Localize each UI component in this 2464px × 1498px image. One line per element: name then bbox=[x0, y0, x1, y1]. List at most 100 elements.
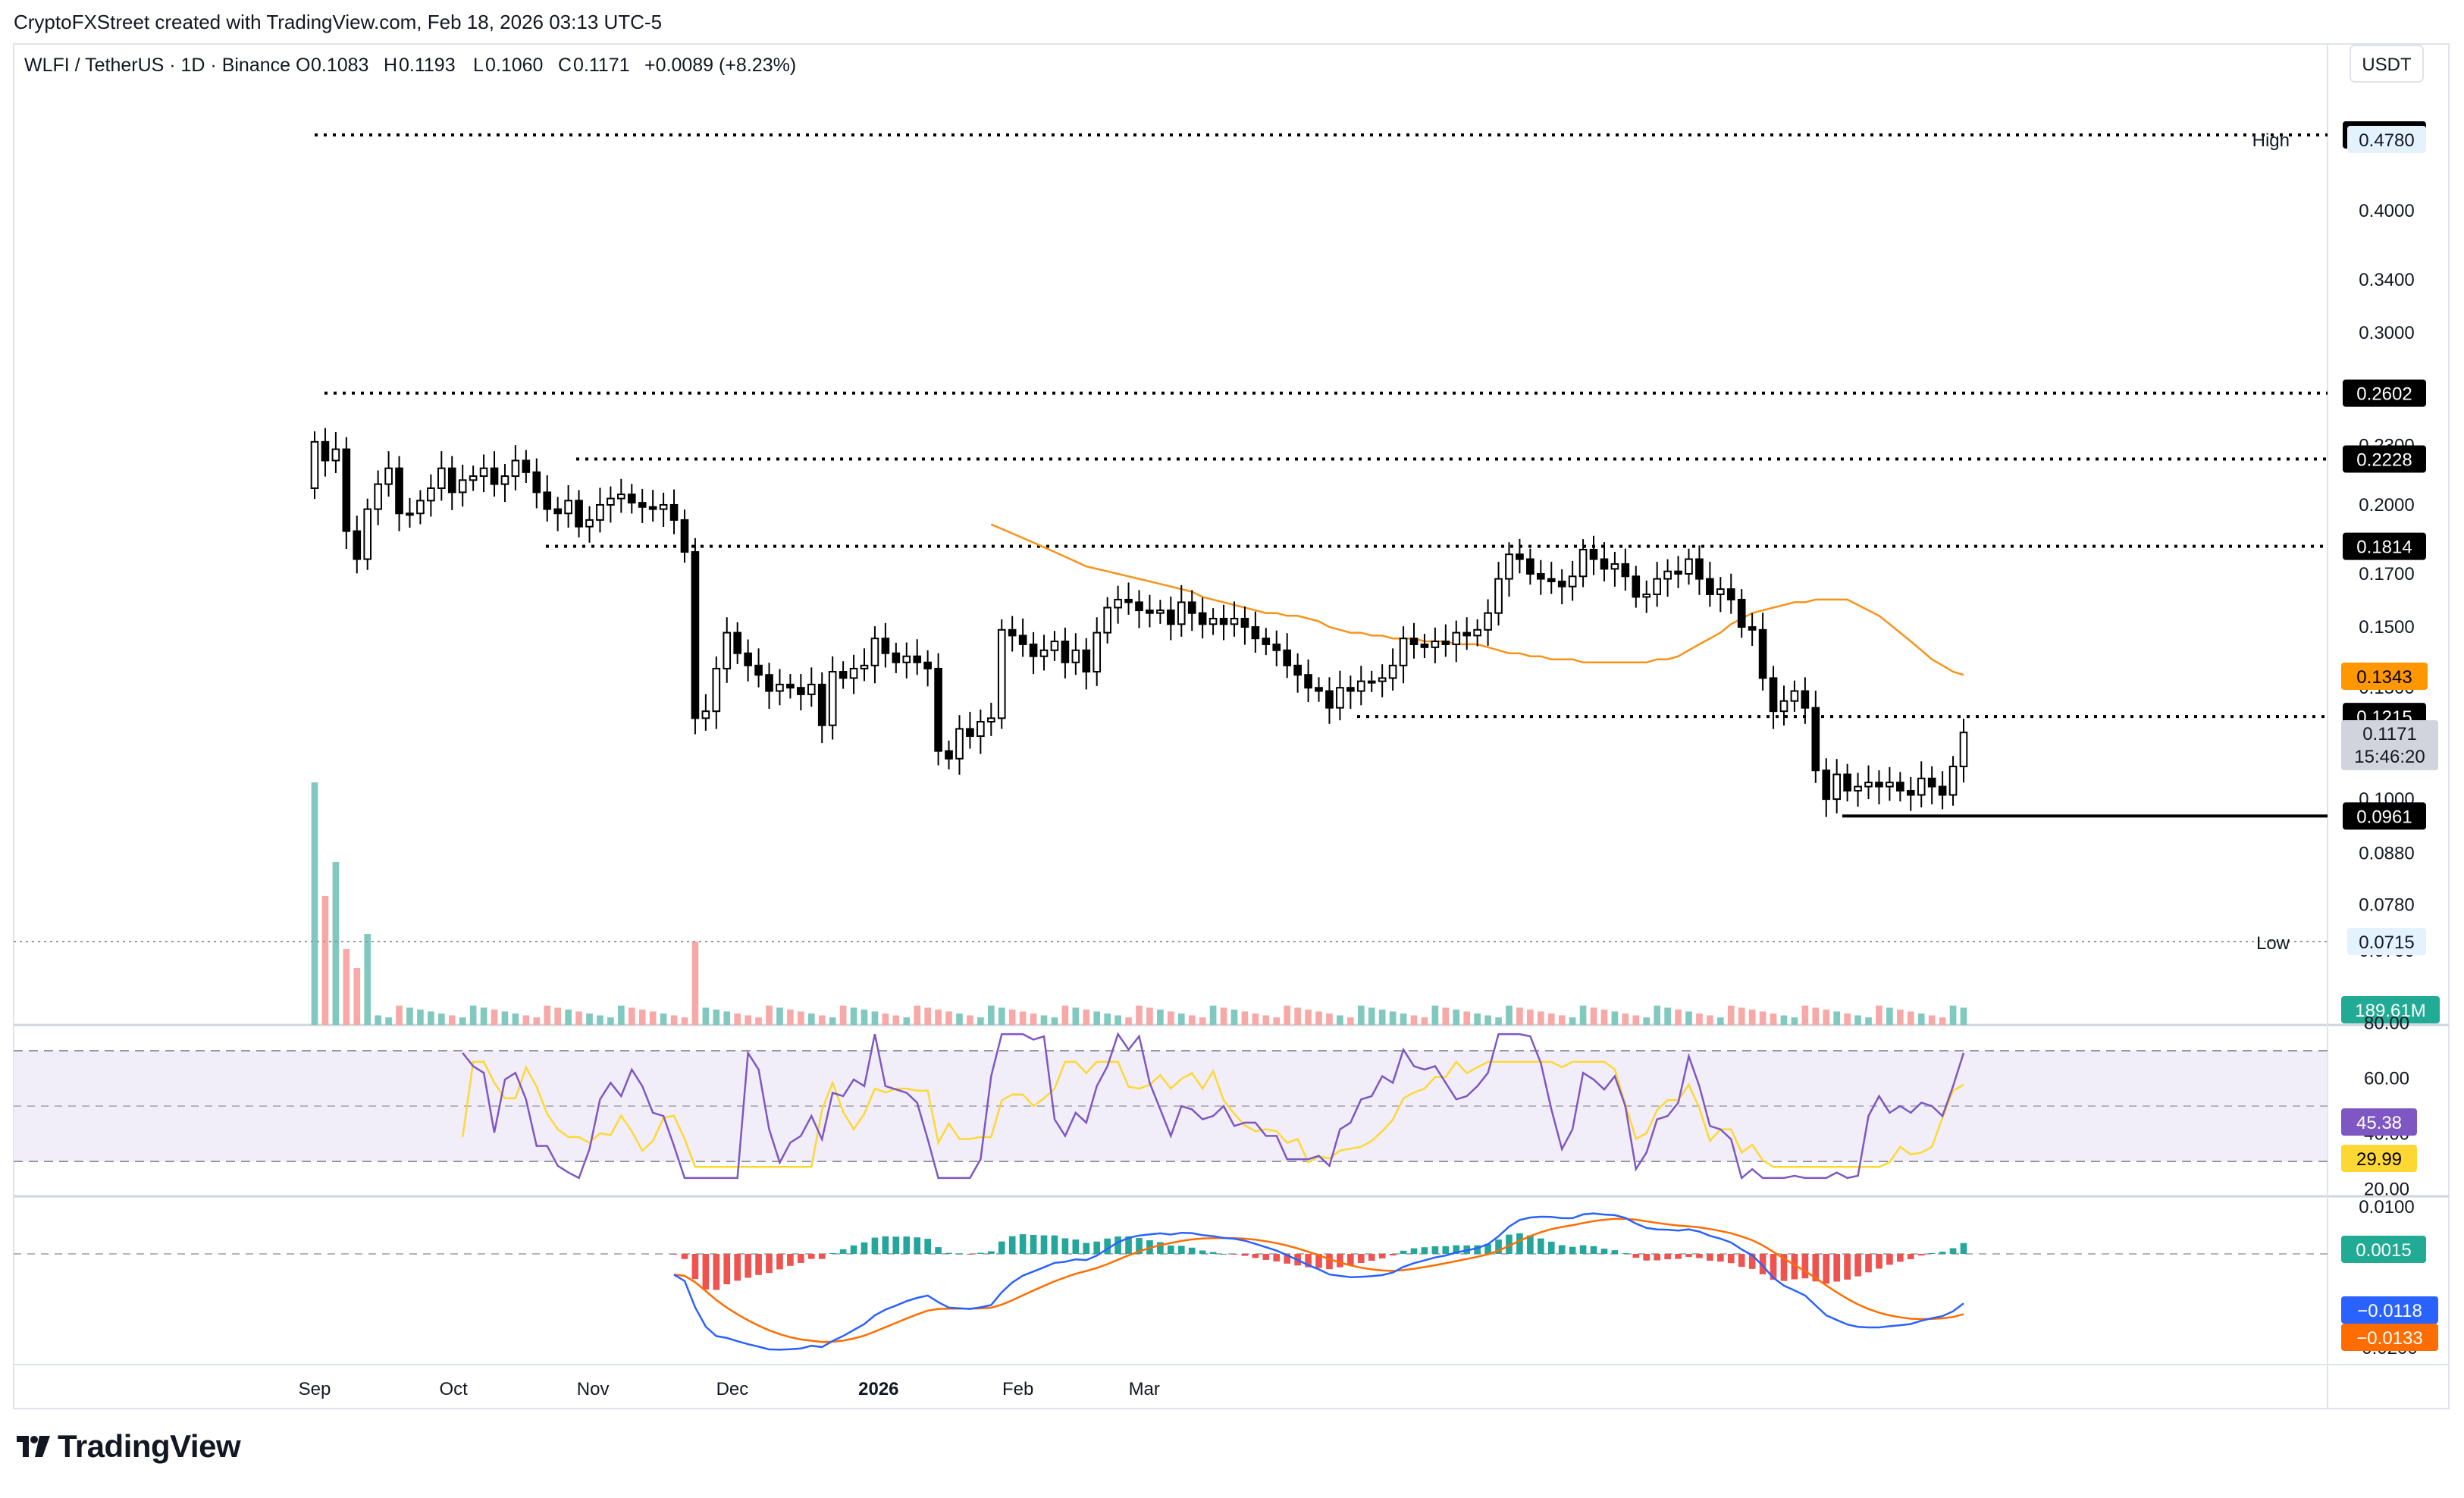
candle-body bbox=[1431, 641, 1440, 648]
tradingview-logo-icon bbox=[17, 1436, 50, 1457]
candle-body bbox=[1008, 628, 1017, 637]
volume-value-badge: 189.61M bbox=[2341, 996, 2440, 1023]
volume-bar bbox=[1685, 1011, 1692, 1025]
macd-hist-bar bbox=[1368, 1254, 1375, 1261]
candle-body bbox=[659, 503, 668, 510]
low-value: 0.0715 bbox=[2359, 932, 2414, 953]
volume-bar bbox=[375, 1015, 381, 1025]
volume-bar bbox=[1072, 1008, 1080, 1025]
volume-bar bbox=[406, 1008, 413, 1025]
time-tick-label: Feb bbox=[1002, 1379, 1033, 1399]
macd-hist-bar bbox=[1917, 1254, 1925, 1256]
macd-hist-bar bbox=[1516, 1233, 1523, 1254]
candle-body bbox=[1325, 690, 1334, 709]
price-tick-label: 0.0880 bbox=[2359, 844, 2414, 864]
volume-bar bbox=[480, 1008, 487, 1025]
volume-bar bbox=[1865, 1017, 1872, 1025]
candle-body bbox=[1293, 664, 1302, 676]
macd-hist-bar bbox=[1008, 1236, 1016, 1254]
candle-body bbox=[754, 664, 763, 676]
macd-hist-bar bbox=[945, 1252, 952, 1254]
volume-bar bbox=[1823, 1009, 1830, 1025]
macd-hist-bar bbox=[1579, 1245, 1587, 1254]
candle-body bbox=[849, 667, 858, 679]
candle-body bbox=[1854, 785, 1862, 792]
candle-body bbox=[342, 448, 351, 532]
macd-hist-bar bbox=[1347, 1254, 1354, 1266]
volume-bar bbox=[914, 1005, 921, 1025]
volume-bar bbox=[713, 1009, 720, 1025]
macd-hist-bar bbox=[755, 1254, 762, 1275]
volume-bar bbox=[892, 1015, 900, 1025]
volume-bar bbox=[1061, 1005, 1069, 1025]
macd-hist-bar bbox=[787, 1254, 794, 1266]
ohlc-close-label: C bbox=[558, 55, 572, 76]
candle-body bbox=[797, 687, 805, 695]
volume-bar bbox=[311, 782, 318, 1025]
currency-button[interactable]: USDT bbox=[2350, 45, 2424, 83]
candle-body bbox=[564, 500, 572, 515]
time-tick-label: 2026 bbox=[858, 1379, 898, 1399]
volume-bar bbox=[1315, 1011, 1322, 1025]
candle-body bbox=[1938, 785, 1947, 796]
volume-bar bbox=[1569, 1017, 1576, 1025]
low-label: Low bbox=[2256, 933, 2290, 954]
volume-bar bbox=[649, 1011, 657, 1025]
volume-bar bbox=[935, 1009, 942, 1025]
candle-body bbox=[575, 500, 583, 528]
time-tick-label: Dec bbox=[716, 1379, 749, 1399]
volume-bar bbox=[1252, 1013, 1259, 1025]
candle-body bbox=[1071, 649, 1080, 663]
macd-hist-bar bbox=[1717, 1254, 1724, 1262]
macd-hist-bar bbox=[861, 1242, 868, 1254]
macd-hist-bar bbox=[1791, 1254, 1798, 1280]
macd-hist-bar bbox=[1114, 1236, 1121, 1254]
high-value-tag: 0.4780 bbox=[2347, 126, 2426, 153]
volume-bar bbox=[1632, 1015, 1640, 1025]
candle-body bbox=[723, 631, 732, 669]
candle-body bbox=[1230, 617, 1239, 625]
volume-bar bbox=[1960, 1008, 1967, 1025]
time-axis[interactable]: Sep Oct Nov Dec 2026 Feb Mar bbox=[299, 1379, 1160, 1399]
candle-body bbox=[1642, 593, 1651, 598]
volume-bar bbox=[1220, 1008, 1227, 1025]
macd-hist-bar bbox=[1241, 1254, 1249, 1256]
candle-body bbox=[1769, 677, 1778, 713]
volume-bar bbox=[1262, 1015, 1270, 1025]
volume-bar bbox=[1917, 1013, 1925, 1025]
candle-body bbox=[765, 674, 773, 692]
macd-hist-bar bbox=[1421, 1247, 1428, 1254]
candle-body bbox=[1832, 773, 1842, 801]
candle-body bbox=[374, 483, 382, 510]
volume-bar bbox=[1463, 1011, 1471, 1025]
macd-hist-bar bbox=[1897, 1254, 1904, 1262]
candle-body bbox=[1653, 578, 1661, 595]
candle-body bbox=[427, 487, 435, 502]
candle-body bbox=[1050, 641, 1059, 651]
macd-hist-bar bbox=[1643, 1254, 1651, 1261]
candle-body bbox=[1039, 649, 1049, 657]
macd-histogram bbox=[670, 1233, 1967, 1290]
candle-body bbox=[1167, 610, 1175, 625]
candle-body bbox=[1886, 782, 1894, 788]
volume-bar bbox=[459, 1017, 466, 1025]
candle-body bbox=[1875, 782, 1883, 788]
volume-bar bbox=[1177, 1013, 1185, 1025]
candle-body bbox=[1198, 612, 1207, 625]
ohlc-high: 0.1193 bbox=[399, 55, 456, 76]
macd-hist-bar bbox=[914, 1237, 921, 1254]
price-tick-label: 0.3000 bbox=[2359, 323, 2414, 343]
volume-bar bbox=[1643, 1017, 1651, 1025]
macd-hist-bar bbox=[1474, 1245, 1481, 1254]
volume-bar bbox=[1516, 1008, 1523, 1025]
candle-body bbox=[1029, 643, 1038, 657]
volume-bar bbox=[512, 1013, 519, 1025]
price-axis[interactable]: 0.40000.34000.30000.23000.20000.17000.15… bbox=[2359, 201, 2414, 961]
volume-bar bbox=[807, 1013, 815, 1025]
candle-body bbox=[1262, 638, 1271, 645]
volume-bar bbox=[755, 1017, 762, 1025]
candle-body bbox=[1103, 606, 1111, 634]
tradingview-logo[interactable]: TradingView bbox=[17, 1428, 241, 1465]
candle-body bbox=[744, 652, 752, 666]
